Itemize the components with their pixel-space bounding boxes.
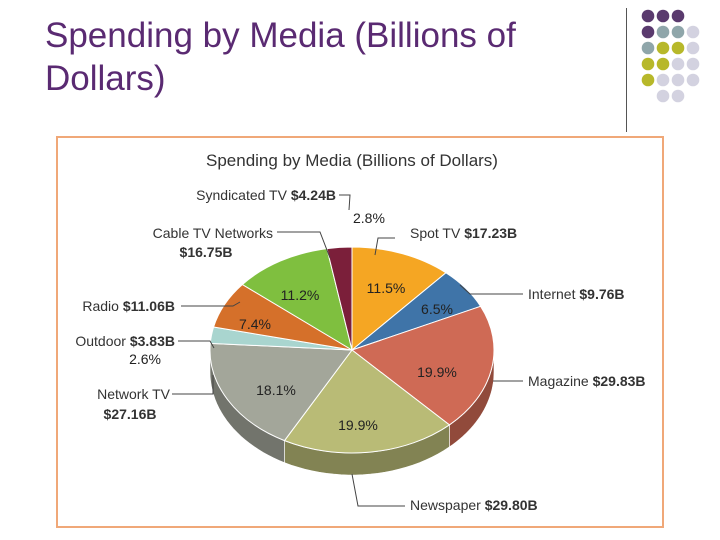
slice-label-network-tv: Network TV xyxy=(97,386,171,402)
leader-internet xyxy=(459,284,523,295)
slice-label-spot-tv: Spot TV $17.23B xyxy=(410,225,517,241)
pct-label-magazine: 19.9% xyxy=(417,364,457,380)
pie-slice-cable-tv-networks xyxy=(241,248,353,352)
pct-label-outdoor: 2.6% xyxy=(129,351,161,367)
decorative-dot-grid xyxy=(641,9,700,103)
slice-label-magazine: Magazine $29.83B xyxy=(528,373,646,389)
deco-dot xyxy=(641,25,655,39)
deco-dot xyxy=(686,41,700,55)
slice-label-radio: Radio $11.06B xyxy=(82,298,175,314)
pie-slice-spot-tv xyxy=(351,246,447,352)
deco-dot xyxy=(671,41,685,55)
slice-label-cable-tv-networks: Cable TV Networks xyxy=(153,225,273,241)
deco-dot xyxy=(686,25,700,39)
leader-outdoor xyxy=(178,340,215,349)
deco-dot xyxy=(671,89,685,103)
leader-cable-tv-networks xyxy=(277,231,331,259)
slice-label-internet: Internet $9.76B xyxy=(528,286,625,302)
deco-dot xyxy=(641,73,655,87)
deco-dot xyxy=(656,89,670,103)
leader-network-tv xyxy=(172,375,214,395)
deco-dot xyxy=(641,9,655,23)
leader-radio xyxy=(181,301,241,307)
pct-label-internet: 6.5% xyxy=(421,301,453,317)
slice-label-newspaper: Newspaper $29.80B xyxy=(410,497,538,513)
deco-dot xyxy=(686,73,700,87)
deco-dot xyxy=(656,9,670,23)
title-divider xyxy=(626,8,627,132)
deco-dot xyxy=(656,25,670,39)
deco-dot xyxy=(656,73,670,87)
deco-dot xyxy=(671,73,685,87)
slide-title: Spending by Media (Billions of Dollars) xyxy=(45,16,516,98)
pct-label-spot-tv: 11.5% xyxy=(367,280,406,296)
deco-dot xyxy=(641,57,655,71)
deco-dot xyxy=(656,57,670,71)
deco-dot xyxy=(686,57,700,71)
chart-title: Spending by Media (Billions of Dollars) xyxy=(206,151,498,170)
pie-slice-network-tv xyxy=(209,342,353,442)
pct-label-radio: 7.4% xyxy=(239,316,271,332)
leader-newspaper xyxy=(351,473,405,507)
pie-slice-magazine xyxy=(350,305,495,426)
pct-label-cable-tv-networks: 11.2% xyxy=(281,287,320,303)
pct-label-newspaper: 19.9% xyxy=(338,417,378,433)
deco-dot xyxy=(671,9,685,23)
deco-dot xyxy=(671,57,685,71)
deco-dot xyxy=(671,25,685,39)
pct-label-syndicated-tv: 2.8% xyxy=(353,210,385,226)
pie-slice-newspaper xyxy=(283,349,451,454)
leader-syndicated-tv xyxy=(339,194,351,211)
slice-label-syndicated-tv: Syndicated TV $4.24B xyxy=(196,187,336,203)
leader-spot-tv xyxy=(374,237,395,256)
deco-dot xyxy=(641,41,655,55)
pct-label-network-tv: 18.1% xyxy=(256,382,296,398)
slice-value-network-tv: $27.16B xyxy=(104,406,157,422)
deco-dot xyxy=(656,41,670,55)
slice-value-cable-tv-networks: $16.75B xyxy=(180,244,233,260)
slice-label-outdoor: Outdoor $3.83B xyxy=(75,333,175,349)
